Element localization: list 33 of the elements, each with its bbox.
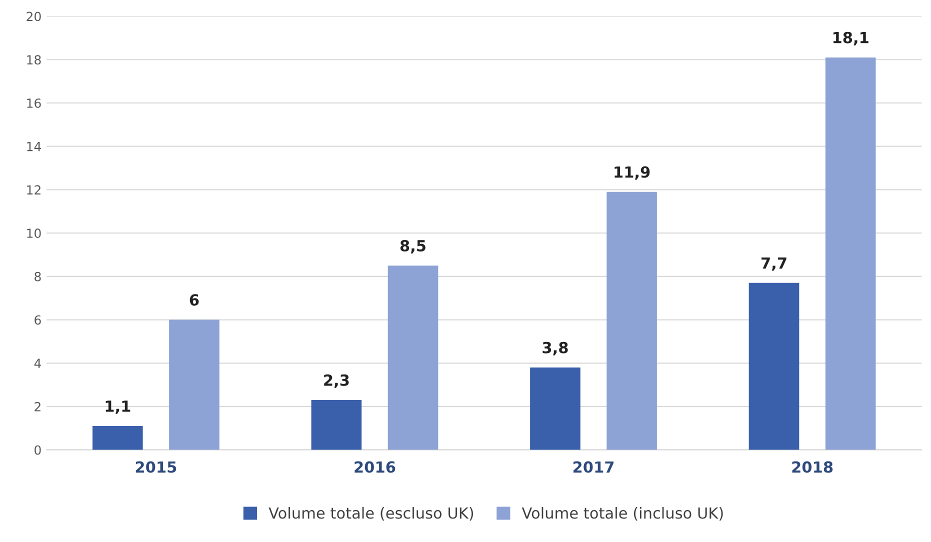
y-tick-label: 20 [26, 12, 41, 22]
bar [530, 367, 580, 450]
x-tick-label: 2016 [354, 461, 396, 473]
data-label: 8,5 [400, 240, 426, 254]
x-tick-label: 2017 [573, 461, 614, 473]
y-tick-label: 6 [34, 315, 41, 325]
data-label: 3,8 [542, 342, 568, 356]
y-tick-label: 4 [34, 358, 41, 368]
legend-label: Volume totale (incluso UK) [522, 506, 723, 521]
y-tick-label: 14 [27, 142, 41, 152]
data-label: 7,7 [762, 257, 786, 271]
y-tick-label: 12 [27, 185, 40, 194]
legend-label: Volume totale (escluso UK) [268, 506, 474, 521]
data-label: 18,1 [833, 32, 868, 46]
x-tick-label: 2018 [792, 461, 833, 473]
y-tick-label: 8 [34, 272, 41, 282]
data-label: 6 [190, 294, 199, 306]
y-tick-label: 0 [34, 445, 41, 455]
y-tick-label: 2 [34, 402, 40, 412]
data-label: 2,3 [324, 374, 349, 388]
y-tick-label: 10 [27, 228, 41, 238]
bar [169, 320, 220, 450]
data-label: 11,9 [614, 166, 650, 180]
y-tick-label: 18 [27, 55, 41, 65]
bar [825, 57, 876, 450]
y-tick-label: 16 [27, 98, 41, 108]
bar [311, 400, 362, 450]
bar [388, 266, 438, 450]
x-tick-label: 2015 [136, 461, 176, 473]
data-label: 1,1 [106, 400, 130, 414]
bar [606, 192, 657, 450]
bar [748, 282, 800, 450]
bar [92, 426, 143, 450]
